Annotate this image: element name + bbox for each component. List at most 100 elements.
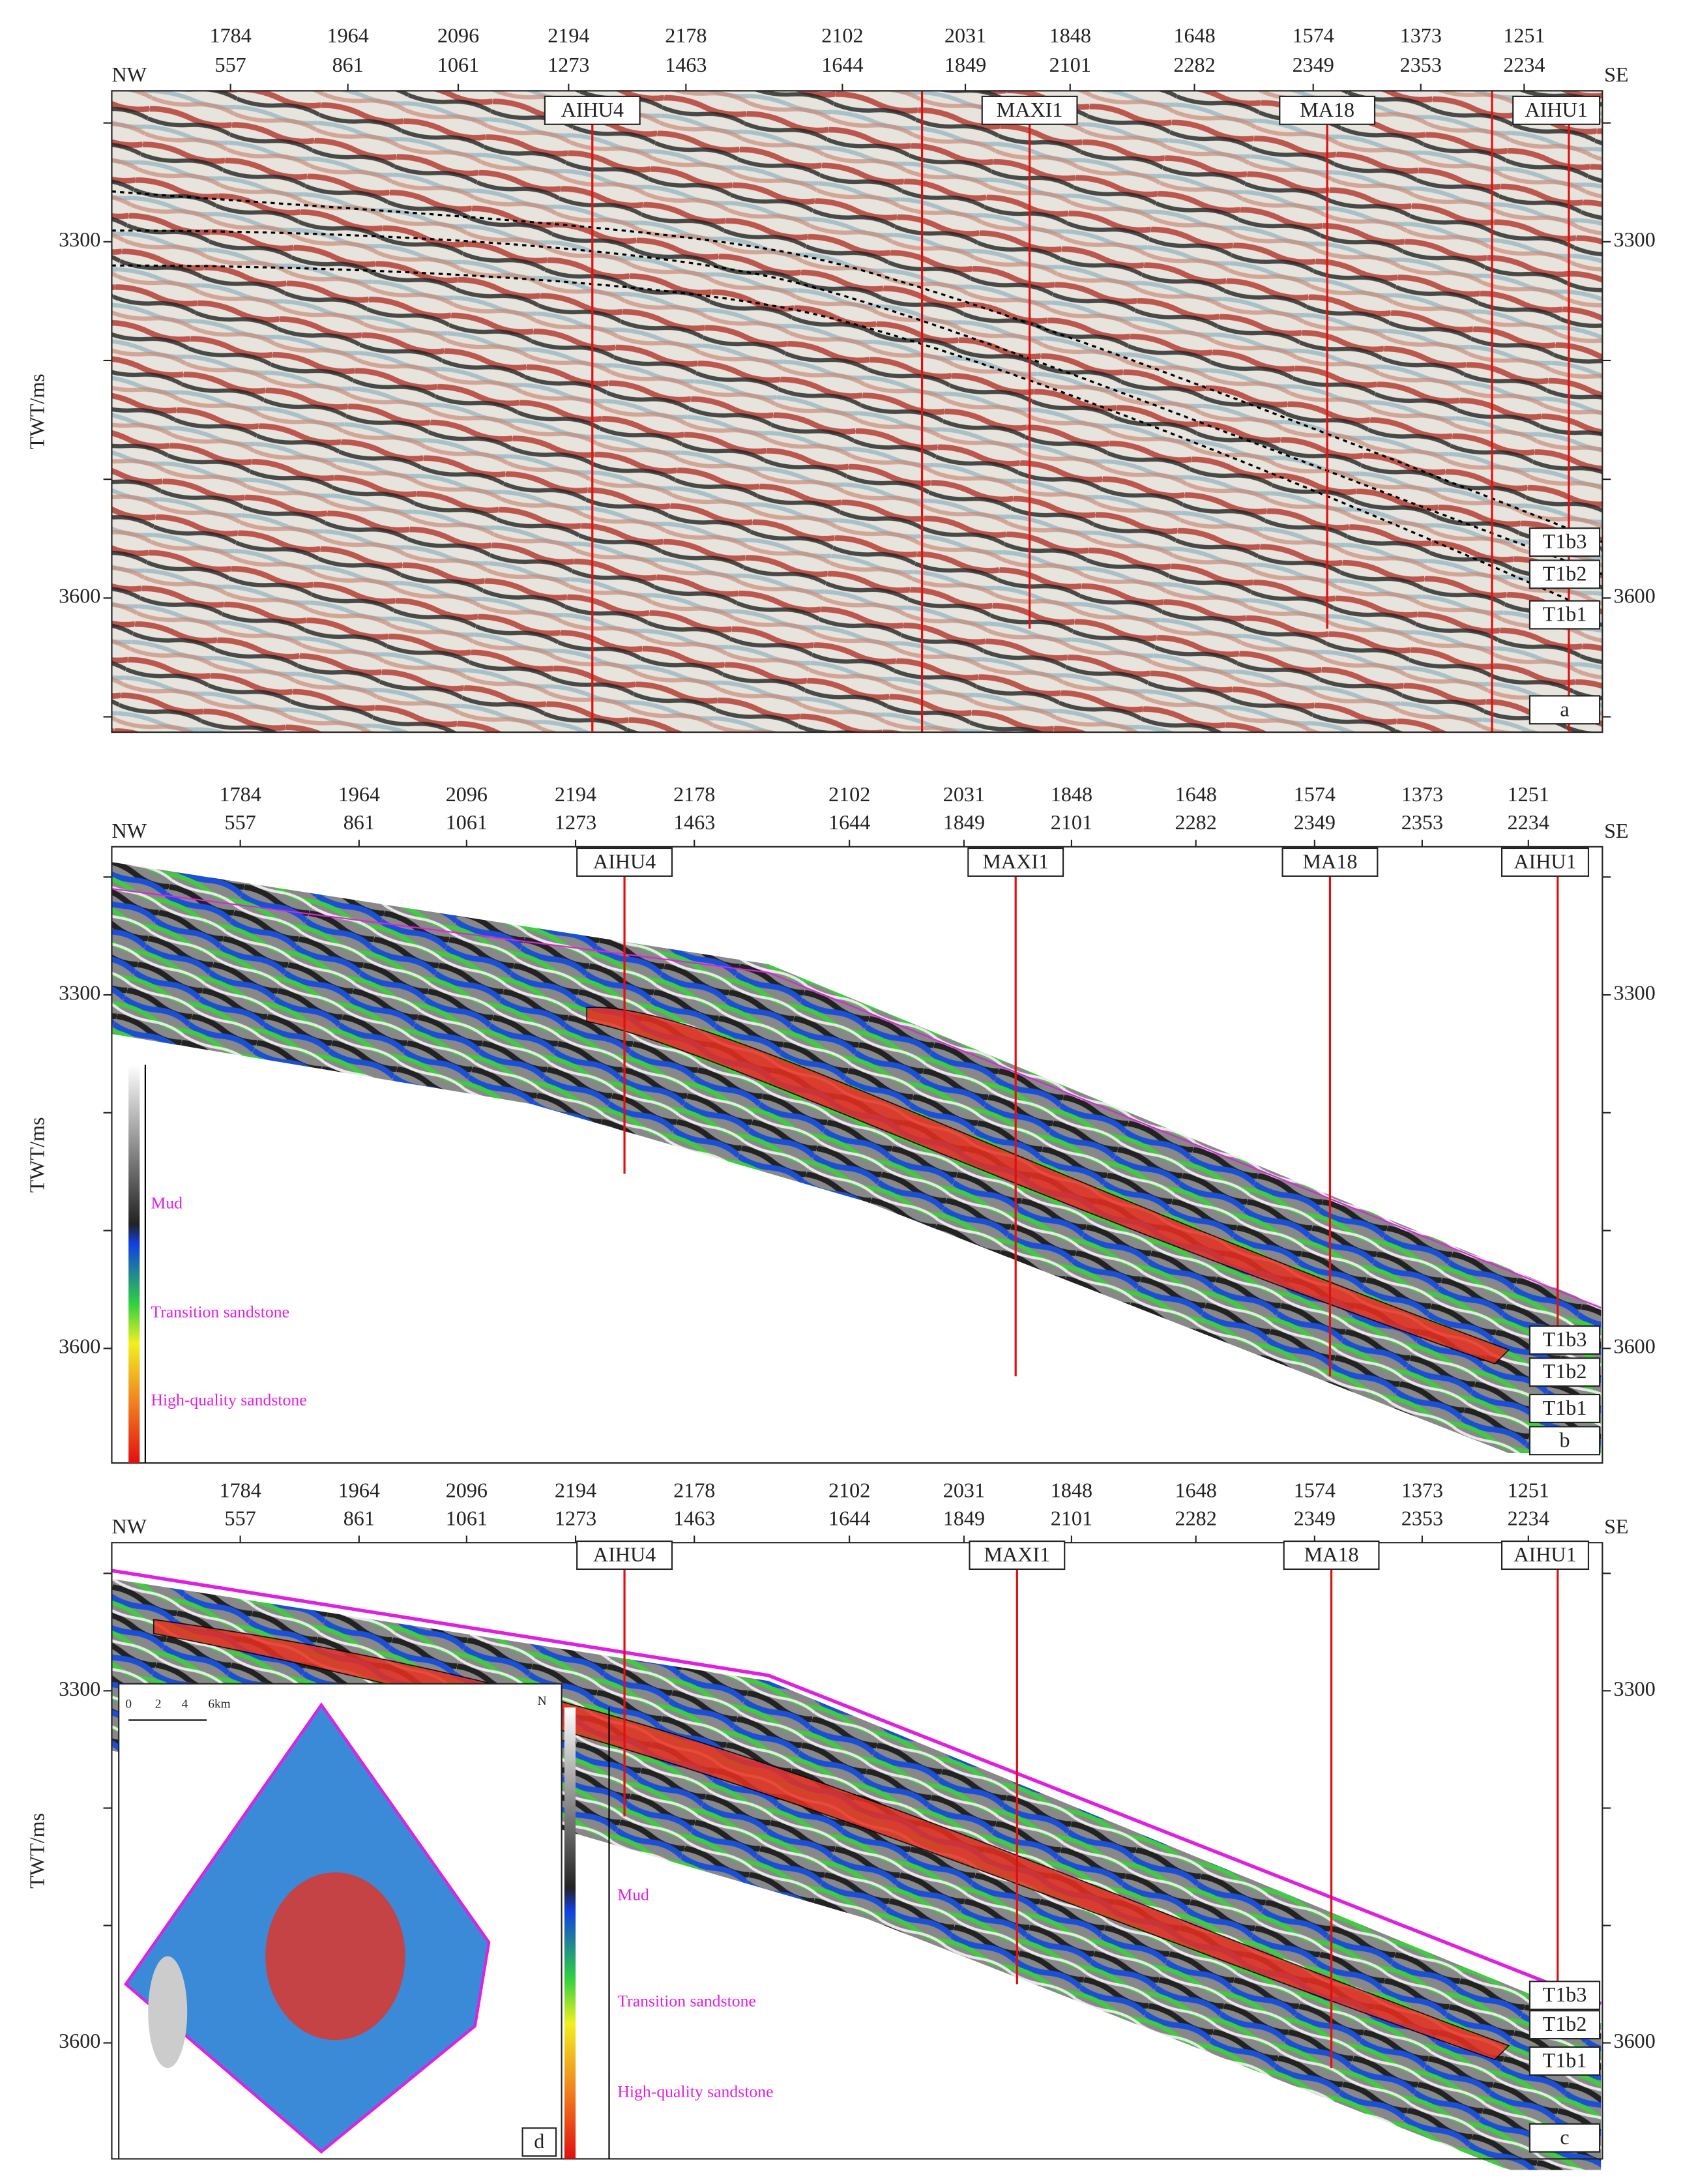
plot-frame	[111, 90, 1603, 733]
horizon-label: T1b1	[1543, 602, 1587, 626]
trace-bottom: 557	[225, 810, 256, 834]
trace-top: 1848	[1051, 782, 1092, 806]
trace-top: 1251	[1503, 23, 1545, 47]
trace-bottom: 1849	[943, 810, 985, 834]
label-box	[1528, 2046, 1601, 2076]
trace-top: 1574	[1294, 782, 1336, 806]
legend-label: Transition sandstone	[617, 1991, 756, 2010]
well-label: AIHU1	[1513, 1542, 1576, 1566]
trace-bottom: 2234	[1503, 53, 1545, 76]
trace-top: 1848	[1049, 23, 1091, 47]
label-box	[576, 1541, 673, 1571]
y-tick-label: 3600	[1614, 584, 1656, 608]
sand-body	[153, 1619, 1510, 2061]
well-label: AIHU1	[1513, 849, 1576, 873]
trace-bottom: 2353	[1401, 810, 1443, 834]
scale-label: 0	[125, 1697, 132, 1711]
well-label: MA18	[1300, 98, 1354, 121]
horizon	[111, 1569, 1602, 2006]
label-box	[1501, 847, 1590, 877]
label-box	[576, 847, 673, 877]
trace-bottom: 2349	[1294, 1506, 1336, 1529]
well-label: MAXI1	[984, 1542, 1050, 1566]
trace-top: 2194	[555, 1478, 596, 1501]
trace-bottom: 2234	[1508, 1506, 1549, 1529]
north-label: N	[538, 1694, 547, 1708]
trace-bottom: 557	[215, 53, 246, 76]
label-box	[1528, 527, 1601, 557]
panel-label: d	[534, 2129, 544, 2153]
trace-top: 1784	[220, 782, 261, 806]
horizon-label: T1b2	[1543, 2012, 1587, 2035]
trace-bottom: 1463	[673, 810, 715, 834]
legend-label: High-quality sandstone	[617, 2082, 773, 2101]
trace-bottom: 1644	[828, 1506, 870, 1529]
trace-bottom: 2282	[1173, 53, 1215, 76]
sand-body	[586, 1007, 1510, 1365]
label-box	[1283, 1541, 1380, 1571]
label-box	[1528, 1325, 1601, 1355]
well-label: AIHU4	[593, 1542, 656, 1566]
label-box	[1281, 847, 1379, 877]
trace-top: 1373	[1401, 1478, 1443, 1501]
label-box	[1501, 1541, 1590, 1571]
colorbar	[128, 1065, 140, 1464]
y-tick-label: 3300	[59, 228, 100, 251]
trace-top: 2178	[673, 1478, 715, 1501]
trace-bottom: 861	[344, 810, 375, 834]
trace-top: 2194	[555, 782, 596, 806]
label-box	[981, 95, 1078, 125]
y-tick-label: 3600	[1614, 2029, 1656, 2052]
horizon-label: T1b1	[1543, 1396, 1587, 1419]
colorbar	[564, 1707, 576, 2159]
trace-top: 2194	[548, 23, 589, 47]
trace-top: 2178	[665, 23, 707, 47]
label-box	[1528, 600, 1601, 630]
trace-top: 1648	[1173, 23, 1215, 47]
well-label: AIHU4	[561, 98, 624, 121]
horizon-label: T1b3	[1543, 1983, 1587, 2006]
y-tick-label: 3600	[59, 1335, 100, 1358]
y-tick-label: 3600	[1614, 1335, 1656, 1358]
trace-bottom: 2353	[1400, 53, 1442, 76]
scale-label: 4	[182, 1697, 188, 1711]
end-label: SE	[1604, 819, 1629, 842]
trace-bottom: 1644	[828, 810, 870, 834]
trace-bottom: 1849	[943, 1506, 985, 1529]
trace-bottom: 2101	[1051, 810, 1092, 834]
trace-bottom: 2282	[1175, 810, 1217, 834]
trace-top: 2031	[944, 23, 986, 47]
trace-bottom: 1273	[548, 53, 589, 76]
horizon	[111, 229, 1603, 576]
label-box	[969, 1541, 1066, 1571]
y-tick-label: 3300	[1614, 228, 1656, 251]
trace-top: 1574	[1293, 23, 1334, 47]
label-box	[1528, 2010, 1601, 2040]
y-tick-label: 3600	[59, 584, 100, 608]
label-box	[1528, 1426, 1601, 1456]
trace-bottom: 2234	[1508, 810, 1549, 834]
trace-top: 1251	[1508, 782, 1549, 806]
trace-top: 1373	[1400, 23, 1442, 47]
trace-top: 1848	[1051, 1478, 1092, 1501]
scale-label: 2	[155, 1697, 162, 1711]
trace-bottom: 2349	[1294, 810, 1336, 834]
end-label: NW	[111, 63, 147, 86]
inset-sand	[265, 1872, 405, 2041]
seismic-section	[111, 91, 1603, 733]
legend-label: Mud	[617, 1885, 649, 1904]
trace-top: 1964	[338, 1478, 380, 1501]
trace-top: 1373	[1401, 782, 1443, 806]
axis-title: TWT/ms	[25, 1813, 48, 1889]
well-label: MA18	[1304, 1542, 1359, 1566]
plot-frame	[111, 846, 1603, 1464]
scale-label: 6km	[208, 1697, 230, 1711]
y-tick-label: 3300	[1614, 981, 1656, 1004]
trace-top: 2096	[437, 23, 479, 47]
y-tick-label: 3300	[1614, 1677, 1656, 1700]
trace-top: 2102	[828, 1478, 870, 1501]
trace-top: 1784	[220, 1478, 261, 1501]
